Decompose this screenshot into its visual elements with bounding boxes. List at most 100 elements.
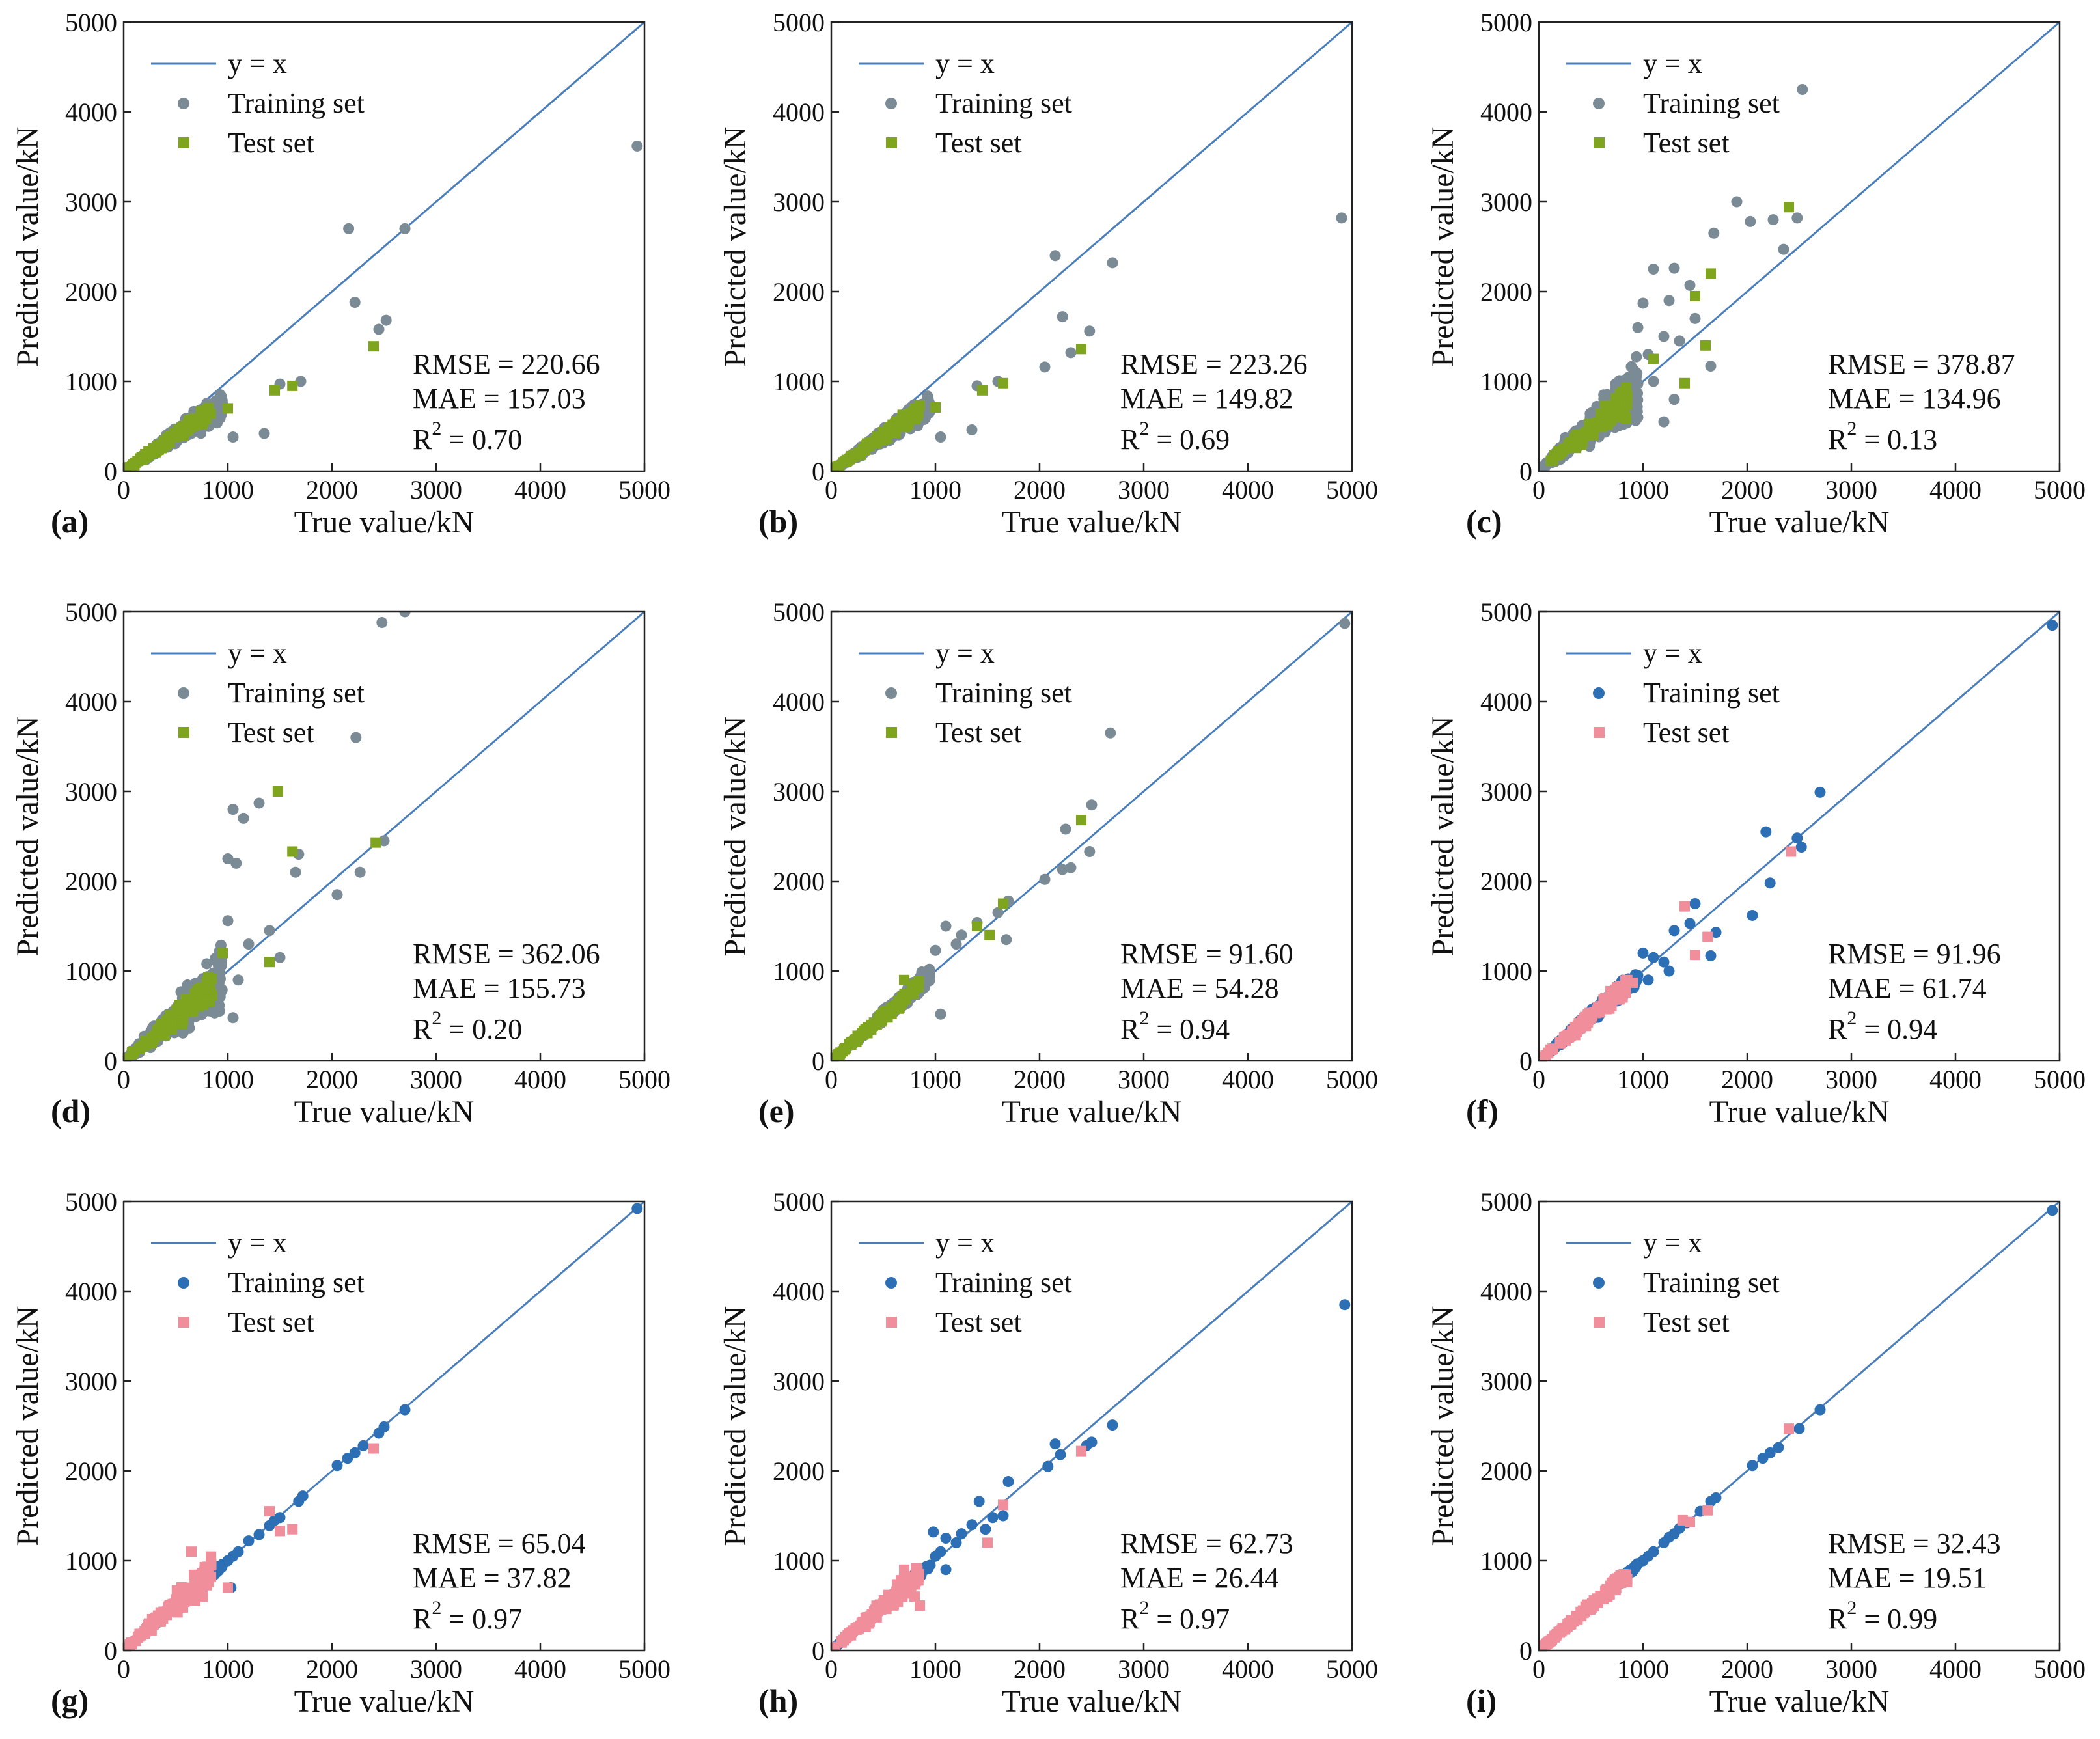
x-axis-label: True value/kN <box>1709 1684 1890 1719</box>
legend-line-label: y = x <box>228 637 287 669</box>
legend-train-label: Training set <box>935 87 1072 119</box>
panel-label: (e) <box>758 1093 795 1129</box>
legend-test-swatch <box>1594 137 1605 148</box>
test-point <box>144 448 155 459</box>
x-tick-label: 2000 <box>306 1065 358 1094</box>
test-point <box>200 996 212 1007</box>
test-point <box>164 1020 175 1032</box>
y-tick-label: 4000 <box>773 687 825 717</box>
train-point <box>1797 84 1808 95</box>
y-tick-label: 4000 <box>1480 1277 1532 1306</box>
y-axis-label: Predicted value/kN <box>10 716 45 956</box>
x-tick-label: 0 <box>825 475 838 504</box>
legend-train-swatch <box>178 98 189 109</box>
y-tick-label: 0 <box>812 1047 825 1076</box>
x-tick-label: 2000 <box>1014 475 1066 504</box>
test-point <box>1586 1599 1597 1610</box>
test-point <box>202 1578 212 1589</box>
x-axis-label: True value/kN <box>294 1095 475 1129</box>
train-point <box>1793 1423 1805 1434</box>
test-point <box>1622 390 1633 402</box>
train-point <box>930 944 941 956</box>
train-point <box>253 1529 265 1540</box>
train-point <box>1049 250 1061 262</box>
test-point <box>272 786 283 797</box>
test-point <box>1627 977 1638 988</box>
legend-train-label: Training set <box>1643 1267 1780 1298</box>
x-tick-label: 0 <box>1532 1654 1545 1684</box>
train-point <box>1107 257 1118 269</box>
metric-mae: MAE = 134.96 <box>1828 383 2001 415</box>
y-axis-label: Predicted value/kN <box>10 1306 45 1546</box>
test-point <box>223 403 233 414</box>
train-point <box>227 1012 239 1024</box>
test-point <box>1545 455 1556 466</box>
test-point <box>206 1551 217 1562</box>
y-tick-label: 3000 <box>65 1367 117 1396</box>
x-tick-label: 2000 <box>1721 475 1773 504</box>
data-layer <box>1539 1201 2060 1650</box>
test-point <box>152 1024 163 1035</box>
x-tick-label: 4000 <box>1222 1654 1274 1684</box>
train-point <box>1674 335 1685 347</box>
test-point <box>1575 1020 1586 1032</box>
test-point <box>180 1595 191 1606</box>
train-point <box>1705 361 1717 372</box>
metric-mae: MAE = 157.03 <box>413 383 586 415</box>
test-point <box>1606 991 1617 1002</box>
y-tick-label: 2000 <box>773 277 825 307</box>
train-point <box>222 915 234 927</box>
metric-r2-value: = 0.97 <box>1149 1603 1230 1635</box>
metric-r2: R2 = 0.69 <box>1120 418 1230 456</box>
y-tick-label: 4000 <box>1480 687 1532 717</box>
train-point <box>930 1550 941 1562</box>
x-tick-label: 5000 <box>618 1654 670 1684</box>
y-tick-label: 3000 <box>773 187 825 217</box>
train-point <box>373 323 385 335</box>
train-point <box>1057 311 1068 323</box>
panel-b: 00 1000 1000 2000 2000 3000 3000 4000 4000 5000 50… <box>718 8 1378 540</box>
test-point <box>831 1641 840 1650</box>
test-point <box>287 380 298 391</box>
train-point <box>1648 264 1659 275</box>
train-point <box>293 1496 305 1507</box>
train-point <box>1814 1404 1826 1416</box>
y-tick-label: 1000 <box>1480 1546 1532 1576</box>
train-point <box>1658 416 1670 428</box>
train-point <box>243 1535 255 1547</box>
test-point <box>172 1602 183 1613</box>
legend-train-swatch <box>1593 1277 1605 1289</box>
x-tick-label: 1000 <box>909 475 961 504</box>
legend-train-swatch <box>178 687 189 699</box>
legend-train-swatch <box>885 1277 897 1289</box>
test-point <box>908 981 919 992</box>
test-point <box>1784 1423 1794 1434</box>
identity-line <box>831 22 1352 471</box>
y-tick-label: 4000 <box>65 687 117 717</box>
test-point <box>223 1582 233 1593</box>
x-tick-label: 5000 <box>618 1065 670 1094</box>
train-point <box>1055 1449 1066 1460</box>
train-point <box>1791 832 1803 844</box>
y-tick-label: 5000 <box>773 8 825 37</box>
x-tick-label: 1000 <box>909 1065 961 1094</box>
x-tick-label: 2000 <box>1014 1065 1066 1094</box>
train-point <box>1708 227 1720 239</box>
y-tick-label: 0 <box>1519 1047 1532 1076</box>
test-point <box>885 422 896 433</box>
x-tick-label: 4000 <box>1929 1065 1982 1094</box>
x-tick-label: 4000 <box>514 475 566 504</box>
train-point <box>238 812 249 824</box>
test-point <box>186 1546 197 1557</box>
x-tick-label: 2000 <box>1721 1654 1773 1684</box>
metric-r2-value: = 0.94 <box>1857 1013 1937 1045</box>
train-point <box>290 866 301 878</box>
test-point <box>1076 1445 1086 1457</box>
metric-mae: MAE = 61.74 <box>1828 972 1987 1004</box>
test-point <box>1690 950 1700 961</box>
train-point <box>1084 845 1096 857</box>
axes-frame <box>122 1200 646 1652</box>
test-point <box>202 972 214 983</box>
train-point <box>1689 898 1701 909</box>
legend-line-label: y = x <box>228 48 287 79</box>
